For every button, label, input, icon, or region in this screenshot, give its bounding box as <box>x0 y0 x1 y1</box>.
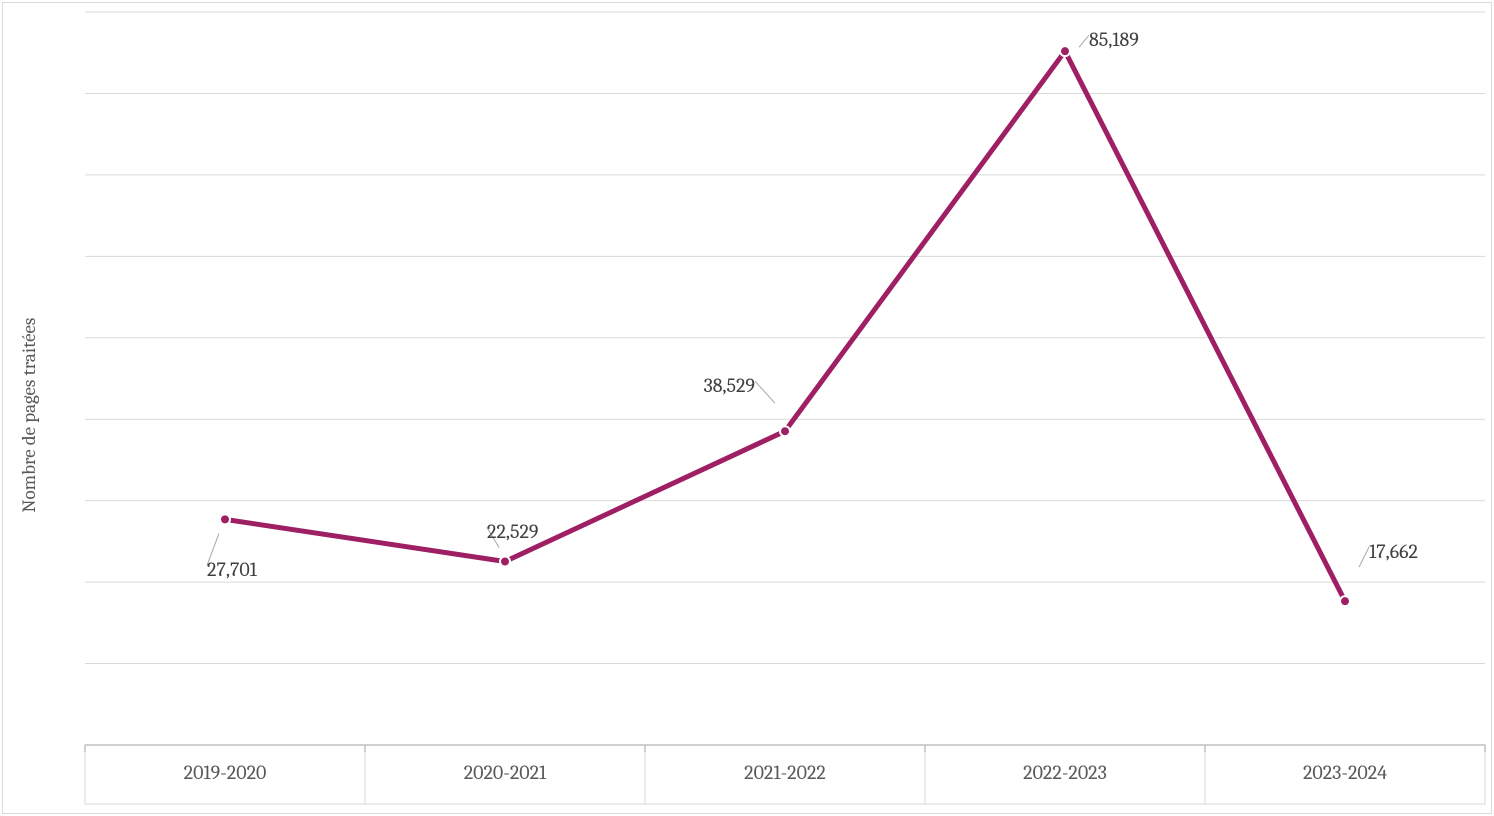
data-label: 38,529 <box>703 374 755 397</box>
data-marker <box>780 426 790 436</box>
x-tick-label: 2019-2020 <box>184 761 267 784</box>
x-tick-label: 2023-2024 <box>1303 761 1387 784</box>
data-marker <box>220 514 230 524</box>
data-label: 22,529 <box>487 520 538 543</box>
line-chart: 2019-2020 2020-2021 2021-2022 2022-2023 2023… <box>0 0 1494 816</box>
x-tick-label: 2021-2022 <box>744 761 826 784</box>
data-label: 27,701 <box>207 558 258 581</box>
data-label: 17,662 <box>1369 540 1418 563</box>
y-axis-label: Nombre de pages traitées <box>18 318 40 513</box>
x-tick-label: 2022-2023 <box>1023 761 1107 784</box>
data-marker <box>500 557 510 567</box>
data-label: 85,189 <box>1089 28 1139 51</box>
x-tick-label: 2020-2021 <box>464 761 547 784</box>
chart-svg: 2019-2020 2020-2021 2021-2022 2022-2023 2023… <box>0 0 1494 816</box>
chart-border <box>3 3 1492 814</box>
data-marker <box>1060 46 1070 56</box>
data-marker <box>1340 596 1350 606</box>
